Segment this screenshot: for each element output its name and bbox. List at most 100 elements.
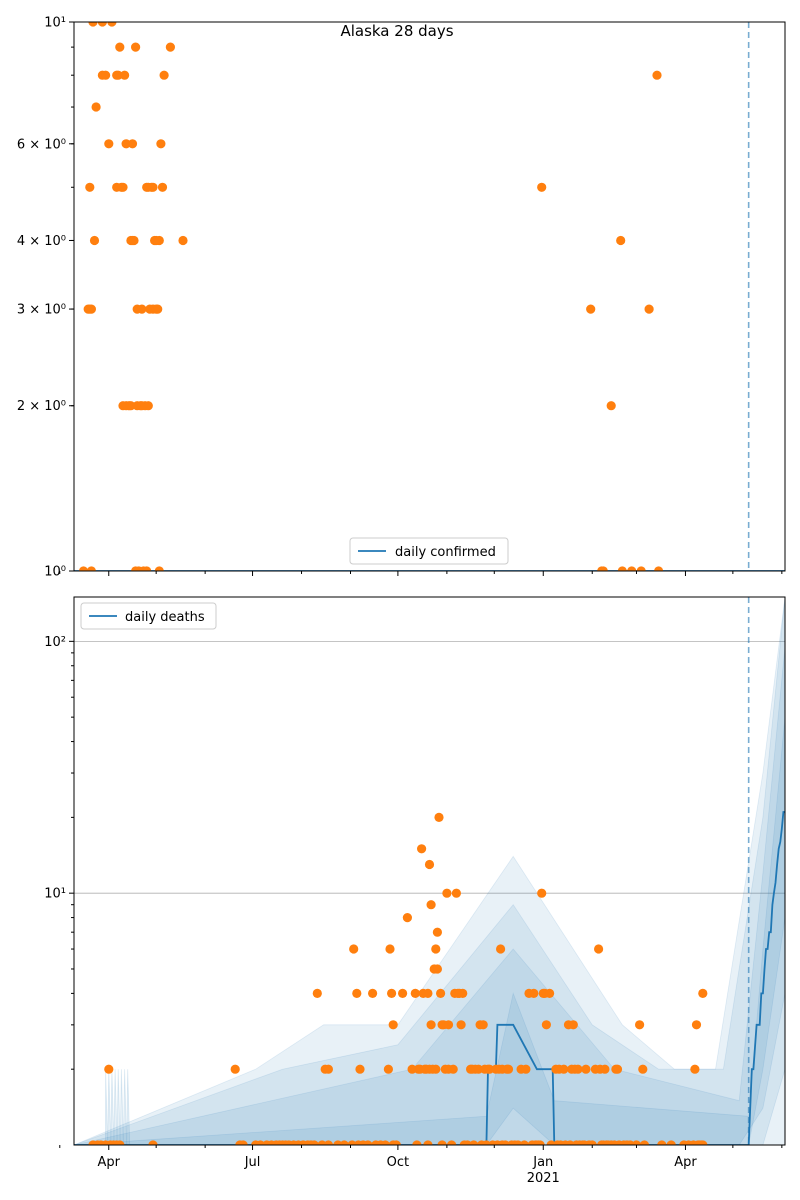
data-point	[598, 566, 608, 571]
data-point	[442, 888, 452, 898]
data-point	[85, 182, 95, 192]
data-point	[537, 888, 547, 898]
data-point	[698, 1140, 708, 1145]
data-point	[115, 42, 125, 52]
data-point	[458, 988, 468, 999]
data-point	[654, 566, 664, 571]
data-point	[412, 1140, 422, 1145]
data-point	[113, 70, 123, 80]
data-point	[126, 401, 136, 411]
data-point	[456, 1020, 466, 1030]
uncertainty-band	[74, 717, 785, 1145]
data-point	[104, 1064, 114, 1074]
x-tick-label: Oct	[387, 1155, 409, 1170]
data-point	[691, 1020, 702, 1030]
plot-content	[74, 597, 785, 1145]
data-point	[312, 988, 322, 999]
data-point	[529, 988, 539, 999]
data-point	[142, 566, 152, 571]
data-point	[137, 304, 147, 314]
data-point	[473, 1064, 484, 1074]
data-point	[447, 1140, 457, 1145]
data-point	[97, 22, 107, 27]
y-tick-label: 4 × 10⁰	[17, 234, 66, 249]
data-point	[423, 1140, 433, 1145]
data-point	[120, 70, 130, 80]
data-point	[230, 1064, 240, 1074]
data-point	[410, 988, 420, 999]
data-point	[636, 566, 646, 571]
data-point	[519, 1140, 529, 1145]
data-point	[434, 812, 444, 823]
deaths-legend: daily deaths	[80, 602, 217, 630]
data-point	[437, 1140, 447, 1145]
data-point	[238, 1140, 248, 1145]
data-point	[424, 859, 435, 870]
data-point	[86, 304, 96, 314]
data-point	[568, 1020, 578, 1030]
data-point	[159, 70, 169, 80]
data-point	[115, 1140, 125, 1145]
data-point	[339, 1140, 349, 1145]
data-point	[478, 1020, 488, 1030]
data-point	[148, 182, 158, 192]
data-point	[594, 944, 604, 954]
data-point	[101, 70, 111, 80]
y-tick-label: 10¹	[44, 16, 66, 31]
data-point	[573, 1064, 583, 1074]
data-point	[157, 182, 168, 192]
data-point	[436, 988, 446, 999]
data-point	[104, 139, 114, 149]
data-point	[426, 900, 436, 910]
data-point	[388, 1020, 398, 1030]
data-point	[387, 988, 397, 999]
data-point	[690, 1064, 700, 1074]
data-point	[417, 844, 427, 854]
data-point	[606, 401, 616, 411]
data-point	[156, 139, 166, 149]
data-point	[652, 70, 662, 80]
data-point	[698, 988, 708, 999]
data-point	[627, 566, 637, 571]
y-tick-label: 10¹	[44, 887, 66, 902]
data-point	[88, 22, 98, 27]
legend-box	[349, 537, 509, 565]
data-point	[127, 139, 138, 149]
data-point	[368, 988, 378, 999]
uncertainty-band	[74, 646, 785, 1145]
data-point	[323, 1064, 333, 1074]
data-point	[131, 42, 141, 52]
data-point	[631, 1140, 642, 1145]
data-point	[448, 1064, 458, 1074]
data-point	[451, 888, 461, 898]
data-point	[349, 944, 359, 954]
data-point	[355, 1064, 365, 1074]
data-point	[143, 401, 153, 411]
data-point	[657, 1140, 667, 1145]
data-point	[484, 1064, 495, 1074]
legend-box	[80, 602, 217, 630]
confirmed-legend: daily confirmed	[349, 537, 509, 565]
confirmed-plot-area	[74, 22, 785, 571]
x-tick-label: Jul	[244, 1155, 261, 1170]
data-point	[423, 988, 433, 999]
data-point	[496, 944, 506, 954]
data-point	[612, 1064, 623, 1074]
data-point	[666, 1140, 676, 1145]
x-tick-label: Apr	[674, 1155, 697, 1170]
confirmed-panel: 10⁰ 2 × 10⁰ 3 × 10⁰ 4 × 10⁰ 6 × 10⁰ 10¹ daily…	[17, 16, 786, 580]
figure-title: Alaska 28 days	[340, 22, 453, 40]
x-tick-label: Apr	[98, 1155, 121, 1170]
uncertainty-band	[74, 597, 785, 1145]
data-point	[129, 235, 139, 246]
data-point	[380, 1140, 390, 1145]
data-point	[586, 304, 596, 314]
axes-frame	[73, 21, 786, 572]
series-line-daily-deaths	[74, 811, 785, 1145]
data-point	[89, 235, 100, 246]
plot-content	[74, 22, 785, 571]
data-point	[383, 1064, 393, 1074]
data-point	[639, 1140, 649, 1145]
data-point	[432, 927, 442, 937]
data-point	[78, 566, 89, 571]
